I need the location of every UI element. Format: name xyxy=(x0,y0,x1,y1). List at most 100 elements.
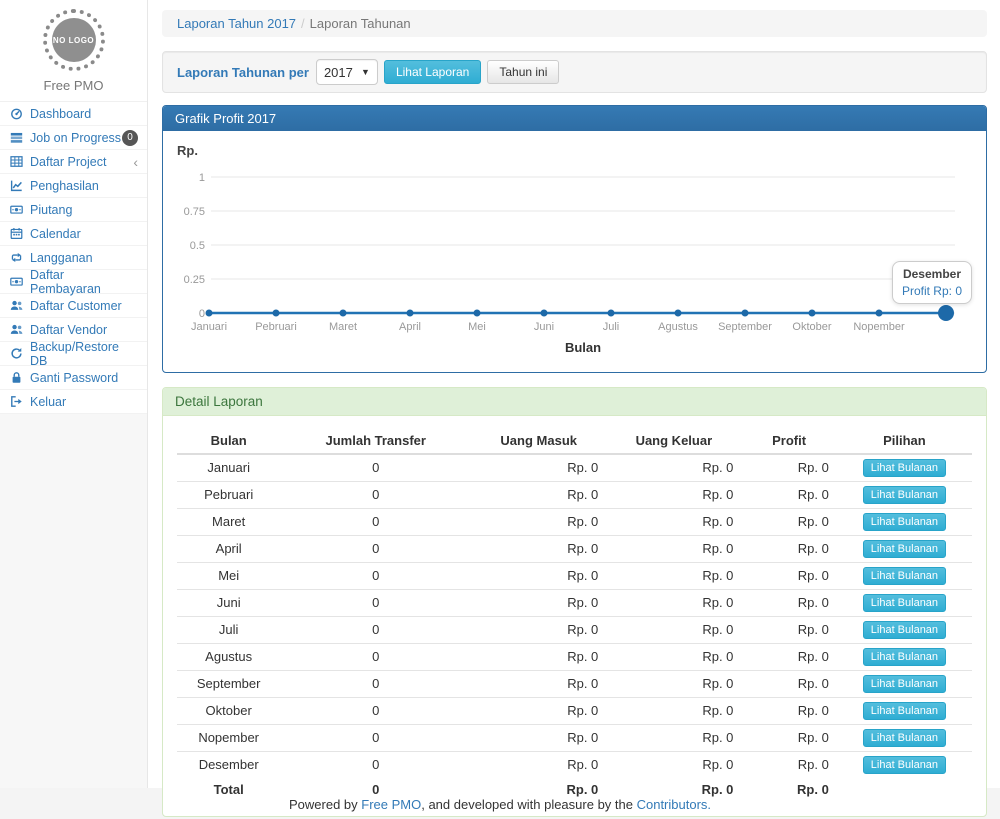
profit-cell: Rp. 0 xyxy=(741,589,837,617)
col-header-profit: Profit xyxy=(741,428,837,455)
chart-panel-body: Rp. 0 0.25 0.5 0.75 1 Januari Pebruari Maret Apri… xyxy=(163,131,986,372)
view-report-button[interactable]: Lihat Laporan xyxy=(383,60,482,84)
profit-cell: Rp. 0 xyxy=(741,751,837,778)
svg-text:Mei: Mei xyxy=(468,321,486,333)
money-in-cell: Rp. 0 xyxy=(567,460,599,475)
view-monthly-button[interactable]: Lihat Bulanan xyxy=(862,567,947,585)
money-out-cell: Rp. 0 xyxy=(606,562,742,590)
chart-tooltip: Desember Profit Rp: 0 xyxy=(891,261,972,304)
tasks-icon xyxy=(9,131,24,145)
profit-cell: Rp. 0 xyxy=(797,460,829,475)
sidebar-item-piutang[interactable]: Piutang xyxy=(0,198,147,222)
profit-line-chart[interactable]: Rp. 0 0.25 0.5 0.75 1 Januari Pebruari Maret Apri… xyxy=(173,139,973,361)
table-row: Januari 0 Rp. 0 Rp. 0 Rp. 0 Lihat Bulanan xyxy=(177,454,972,482)
users-icon xyxy=(9,323,24,337)
chart-tooltip-title: Desember xyxy=(902,267,961,281)
money-out-cell: Rp. 0 xyxy=(606,643,742,671)
profit-cell: Rp. 0 xyxy=(741,724,837,752)
year-select-value: 2017 xyxy=(323,64,353,80)
sidebar-item-label: Piutang xyxy=(30,202,73,217)
action-cell: Lihat Bulanan xyxy=(836,724,972,752)
sidebar-item-label: Langganan xyxy=(30,250,93,265)
sidebar-item-label: Backup/Restore DB xyxy=(30,339,119,368)
money-in-cell: Rp. 0 xyxy=(471,724,607,752)
view-monthly-button[interactable]: Lihat Bulanan xyxy=(862,621,947,639)
table-icon xyxy=(9,155,24,169)
transfer-count-cell: 0 xyxy=(280,724,472,752)
breadcrumb-link-year-report[interactable]: Laporan Tahun 2017 xyxy=(177,16,297,31)
transfer-count-cell: 0 xyxy=(280,535,472,563)
svg-text:Oktober: Oktober xyxy=(792,321,831,333)
users-icon xyxy=(9,299,24,313)
footer-link-contributors[interactable]: Contributors. xyxy=(636,797,712,812)
svg-text:0: 0 xyxy=(199,308,205,320)
action-cell: Lihat Bulanan xyxy=(836,535,972,563)
svg-text:Maret: Maret xyxy=(329,321,357,333)
breadcrumb-separator: / xyxy=(301,16,305,31)
money-in-cell: Rp. 0 xyxy=(471,589,607,617)
view-monthly-button[interactable]: Lihat Bulanan xyxy=(862,459,947,477)
total-label: Total xyxy=(213,782,244,797)
view-monthly-button[interactable]: Lihat Bulanan xyxy=(862,486,947,504)
transfer-count-cell: 0 xyxy=(280,589,472,617)
table-row: Nopember 0 Rp. 0 Rp. 0 Rp. 0 Lihat Bulanan xyxy=(177,724,972,752)
view-monthly-button[interactable]: Lihat Bulanan xyxy=(862,594,947,612)
col-header-uang-keluar: Uang Keluar xyxy=(606,428,742,455)
footer-link-free-pmo[interactable]: Free PMO xyxy=(361,797,422,812)
money-out-cell: Rp. 0 xyxy=(606,697,742,725)
sidebar-item-ganti-password[interactable]: Ganti Password xyxy=(0,366,147,390)
month-cell: Oktober xyxy=(177,697,281,725)
svg-text:0.5: 0.5 xyxy=(190,240,205,252)
money-out-cell: Rp. 0 xyxy=(606,616,742,644)
sidebar-item-daftar-pembayaran[interactable]: Daftar Pembayaran xyxy=(0,268,147,296)
sidebar-item-keluar[interactable]: Keluar xyxy=(0,390,147,414)
table-row: Desember 0 Rp. 0 Rp. 0 Rp. 0 Lihat Bulanan xyxy=(177,751,972,778)
brand-name: Free PMO xyxy=(43,78,104,93)
money-icon xyxy=(9,275,24,289)
table-row: Agustus 0 Rp. 0 Rp. 0 Rp. 0 Lihat Bulanan xyxy=(177,643,972,671)
money-in-cell: Rp. 0 xyxy=(471,670,607,698)
money-in-cell: Rp. 0 xyxy=(471,535,607,563)
sidebar-item-backup-restore-db[interactable]: Backup/Restore DB xyxy=(0,339,147,368)
no-logo-seal: NO LOGO xyxy=(42,9,105,71)
sidebar-item-dashboard[interactable]: Dashboard xyxy=(0,102,147,126)
month-cell: September xyxy=(177,670,281,698)
view-monthly-button[interactable]: Lihat Bulanan xyxy=(862,756,947,774)
view-monthly-button[interactable]: Lihat Bulanan xyxy=(862,675,947,693)
sidebar-item-job-on-progress[interactable]: Job on Progress 0 xyxy=(0,126,147,150)
year-filter-label: Laporan Tahunan per xyxy=(177,64,309,80)
money-out-cell: Rp. 0 xyxy=(606,535,742,563)
sidebar-item-daftar-customer[interactable]: Daftar Customer xyxy=(0,294,147,318)
sidebar-item-label: Calendar xyxy=(30,226,81,241)
money-in-cell: Rp. 0 xyxy=(471,616,607,644)
year-filter-form: Laporan Tahunan per 2017 ▼ Lihat Laporan… xyxy=(162,51,987,93)
sidebar-item-langganan[interactable]: Langganan xyxy=(0,246,147,270)
sidebar-item-daftar-project[interactable]: Daftar Project ‹ xyxy=(0,150,147,174)
detail-panel-title: Detail Laporan xyxy=(163,388,986,416)
table-row: Juli 0 Rp. 0 Rp. 0 Rp. 0 Lihat Bulanan xyxy=(177,616,972,644)
sidebar-item-daftar-vendor[interactable]: Daftar Vendor xyxy=(0,318,147,342)
transfer-count-cell: 0 xyxy=(280,697,472,725)
col-header-uang-masuk: Uang Masuk xyxy=(471,428,607,455)
retweet-icon xyxy=(9,251,24,265)
col-header-bulan: Bulan xyxy=(177,428,281,455)
this-year-button[interactable]: Tahun ini xyxy=(487,60,560,84)
view-monthly-button[interactable]: Lihat Bulanan xyxy=(862,513,947,531)
sidebar-item-calendar[interactable]: Calendar xyxy=(0,222,147,246)
table-row: Mei 0 Rp. 0 Rp. 0 Rp. 0 Lihat Bulanan xyxy=(177,562,972,590)
svg-text:0.25: 0.25 xyxy=(184,274,205,286)
money-in-cell: Rp. 0 xyxy=(471,508,607,536)
year-select[interactable]: 2017 ▼ xyxy=(315,59,378,85)
sidebar-header: NO LOGO Free PMO xyxy=(0,0,147,101)
svg-text:Pebruari: Pebruari xyxy=(255,321,297,333)
view-monthly-button[interactable]: Lihat Bulanan xyxy=(862,729,947,747)
sidebar-item-penghasilan[interactable]: Penghasilan xyxy=(0,174,147,198)
view-monthly-button[interactable]: Lihat Bulanan xyxy=(862,702,947,720)
chevron-left-icon: ‹ xyxy=(133,153,138,170)
transfer-count-cell: 0 xyxy=(280,481,472,509)
sidebar-item-label: Job on Progress xyxy=(30,130,122,145)
lock-icon xyxy=(9,371,24,385)
view-monthly-button[interactable]: Lihat Bulanan xyxy=(862,648,947,666)
view-monthly-button[interactable]: Lihat Bulanan xyxy=(862,540,947,558)
action-cell: Lihat Bulanan xyxy=(837,454,972,482)
